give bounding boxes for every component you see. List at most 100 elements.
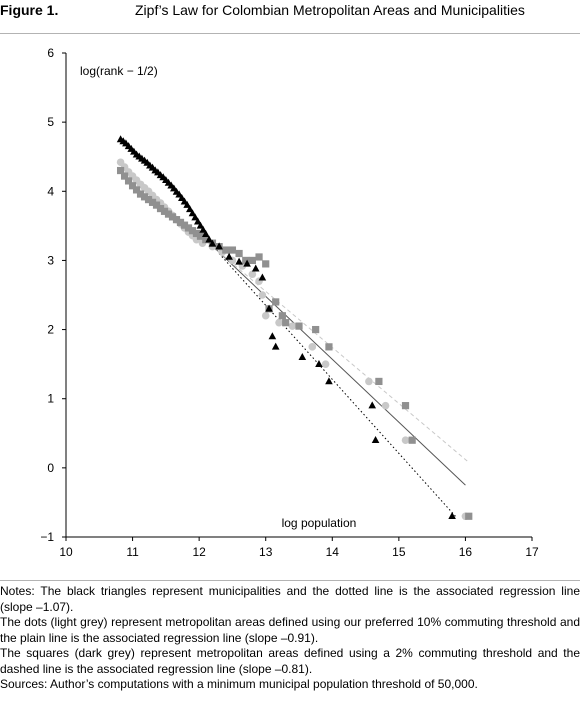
point-square (180, 221, 189, 229)
point-triangle (202, 229, 210, 237)
y-tick-label: 5 (47, 115, 54, 129)
y-tick-label: 0 (47, 461, 54, 475)
point-square (228, 246, 237, 254)
point-square (116, 166, 125, 175)
point-triangle (183, 200, 191, 208)
x-tick-label: 16 (459, 545, 473, 559)
point-square (196, 232, 205, 240)
point-circle (261, 311, 270, 320)
point-triangle (208, 239, 217, 247)
point-square (295, 322, 303, 330)
point-square (168, 213, 177, 221)
point-square (164, 210, 173, 218)
point-square (172, 216, 181, 224)
x-tick-label: 11 (126, 545, 139, 559)
point-square (140, 193, 149, 201)
point-square (312, 325, 320, 334)
point-square (465, 512, 473, 520)
regression-lines (205, 239, 470, 517)
point-triangle (205, 235, 213, 243)
note-squares: The squares (dark grey) represent metrop… (0, 646, 580, 676)
point-square (262, 260, 270, 268)
point-square (222, 246, 230, 254)
point-triangle (315, 359, 323, 367)
point-square (235, 249, 243, 258)
y-tick-label: 2 (47, 323, 54, 337)
point-circle (321, 360, 330, 368)
point-triangle (186, 205, 194, 213)
x-tick-label: 12 (192, 545, 206, 559)
point-circle (401, 436, 410, 445)
y-tick-label: 3 (47, 253, 54, 267)
point-triangle (251, 264, 260, 272)
axes (65, 53, 532, 538)
regression-line-solid (205, 239, 466, 486)
x-tick-label: 10 (59, 545, 73, 559)
point-triangle (191, 213, 199, 221)
figure-header: Figure 1. Zipf’s Law for Colombian Metro… (0, 0, 580, 34)
point-square (156, 204, 165, 213)
note-sources: Sources: Author’s computations with a mi… (0, 677, 478, 691)
point-square (278, 312, 286, 320)
note-triangles: Notes: The black triangles represent mun… (0, 584, 580, 614)
point-triangle (215, 242, 223, 250)
point-square (160, 207, 169, 215)
y-tick-label: 6 (47, 46, 54, 60)
point-square (148, 198, 157, 206)
point-square (325, 343, 333, 351)
point-triangle (258, 273, 267, 281)
point-square (282, 319, 290, 327)
point-square (184, 224, 193, 232)
point-square (242, 256, 250, 265)
point-square (124, 177, 133, 185)
figure-notes: Notes: The black triangles represent mun… (0, 580, 580, 704)
point-square (132, 186, 141, 194)
point-triangle (235, 257, 243, 265)
point-square (248, 256, 256, 265)
point-circle (248, 270, 257, 279)
x-axis-label: log population (282, 516, 357, 530)
point-square (120, 172, 129, 180)
point-square (144, 195, 153, 204)
point-square (188, 227, 197, 235)
point-triangle (368, 401, 377, 409)
point-square (136, 190, 145, 198)
x-tick-label: 15 (392, 545, 406, 559)
point-square (128, 182, 137, 190)
chart-area: 10 11 12 13 14 15 16 17 −1 0 1 2 3 4 5 6 log(rank − 1/2… (0, 34, 580, 580)
point-square (176, 218, 185, 226)
note-dots: The dots (light grey) represent metropol… (0, 615, 580, 645)
point-triangle (199, 225, 207, 233)
point-circle (365, 377, 373, 386)
x-tick-label: 17 (525, 545, 539, 559)
point-triangle (196, 221, 205, 229)
point-triangle (243, 259, 251, 267)
figure-title: Zipf’s Law for Colombian Metropolitan Ar… (135, 2, 525, 18)
point-circle (288, 322, 297, 330)
y-tick-label: 4 (47, 184, 54, 198)
point-triangle (225, 252, 233, 260)
point-triangle (268, 332, 277, 340)
point-square (152, 201, 161, 209)
data-points (116, 135, 473, 521)
point-triangle (371, 436, 380, 443)
point-triangle (194, 217, 202, 225)
point-triangle (325, 377, 333, 385)
point-triangle (298, 353, 307, 361)
figure-label: Figure 1. (0, 2, 59, 18)
point-square (408, 436, 416, 444)
point-square (192, 229, 201, 238)
point-square (255, 253, 263, 261)
point-triangle (448, 512, 456, 520)
point-triangle (188, 209, 197, 217)
point-circle (308, 343, 317, 351)
point-triangle (271, 342, 280, 350)
point-triangle (265, 304, 273, 312)
point-circle (275, 318, 283, 327)
point-square (375, 377, 383, 386)
point-square (272, 298, 280, 306)
regression-line-dashed (212, 246, 470, 463)
regression-line-dotted (218, 253, 456, 517)
